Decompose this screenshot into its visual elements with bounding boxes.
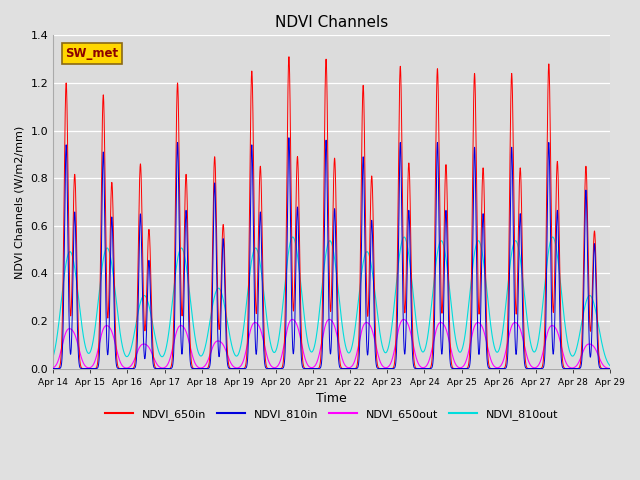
Title: NDVI Channels: NDVI Channels xyxy=(275,15,388,30)
NDVI_810in xyxy=(168,364,176,370)
Line: NDVI_650in: NDVI_650in xyxy=(53,57,610,369)
NDVI_650out xyxy=(258,330,266,336)
NDVI_810in xyxy=(163,366,170,372)
Y-axis label: NDVI Channels (W/m2/mm): NDVI Channels (W/m2/mm) xyxy=(15,125,25,278)
NDVI_650out xyxy=(400,316,408,322)
NDVI_810in xyxy=(604,366,612,372)
Line: NDVI_810in: NDVI_810in xyxy=(53,138,610,369)
NDVI_810out xyxy=(604,360,612,366)
NDVI_810in xyxy=(285,135,292,141)
NDVI_650out xyxy=(49,365,57,371)
NDVI_650in xyxy=(49,366,57,372)
NDVI_810in xyxy=(488,366,495,372)
NDVI_810out xyxy=(606,363,614,369)
NDVI_810out xyxy=(289,234,296,240)
NDVI_650in xyxy=(488,366,495,372)
NDVI_810out xyxy=(409,285,417,290)
NDVI_810out xyxy=(168,300,176,305)
NDVI_650in xyxy=(163,366,170,372)
NDVI_650out xyxy=(168,347,176,352)
NDVI_810in xyxy=(606,366,614,372)
NDVI_650out xyxy=(604,365,612,371)
Line: NDVI_650out: NDVI_650out xyxy=(53,319,610,369)
NDVI_650out xyxy=(163,363,170,369)
NDVI_650in xyxy=(604,366,612,372)
Text: SW_met: SW_met xyxy=(65,47,118,60)
NDVI_650out xyxy=(606,366,614,372)
NDVI_810out xyxy=(49,354,57,360)
X-axis label: Time: Time xyxy=(316,392,347,405)
NDVI_810in xyxy=(49,366,57,372)
NDVI_650in xyxy=(168,355,176,361)
NDVI_810in xyxy=(409,352,417,358)
NDVI_650in xyxy=(409,325,417,331)
Legend: NDVI_650in, NDVI_810in, NDVI_650out, NDVI_810out: NDVI_650in, NDVI_810in, NDVI_650out, NDV… xyxy=(100,405,563,425)
NDVI_810out xyxy=(258,271,266,277)
NDVI_810out xyxy=(488,329,495,335)
Line: NDVI_810out: NDVI_810out xyxy=(53,237,610,366)
NDVI_650in xyxy=(258,200,266,206)
NDVI_650in xyxy=(285,54,292,60)
NDVI_650out xyxy=(488,359,495,365)
NDVI_810in xyxy=(258,250,266,255)
NDVI_650out xyxy=(409,338,417,344)
NDVI_650in xyxy=(606,366,614,372)
NDVI_810out xyxy=(163,344,170,349)
